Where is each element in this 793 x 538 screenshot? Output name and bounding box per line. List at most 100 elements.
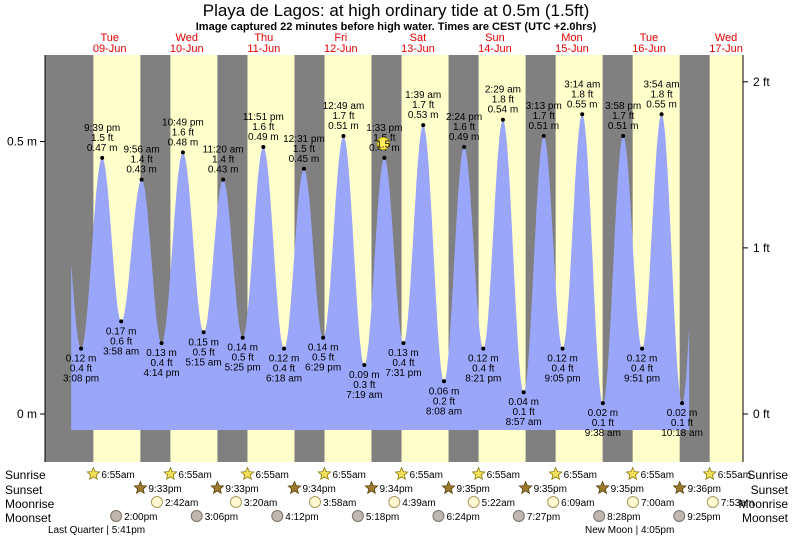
low-tide-point [481, 346, 486, 351]
day-date-label: 12-Jun [324, 43, 358, 55]
chart-subtitle: Image captured 22 minutes before high wa… [196, 21, 597, 33]
right-tick-label: 1 ft [753, 241, 770, 255]
tide-curve [71, 114, 690, 431]
right-tick-label: 2 ft [753, 75, 770, 89]
day-date-label: 11-Jun [247, 43, 280, 55]
sunrise-icon [702, 466, 717, 481]
moonset-icon [593, 510, 606, 522]
tide-time-label: 3:14 am [564, 79, 600, 90]
moonset-row-label-right: Moonset [742, 511, 789, 525]
low-tide-point [79, 346, 84, 351]
tide-feet-label: 0.3 ft [353, 380, 375, 391]
daylight-band [709, 55, 743, 462]
low-tide-point [282, 346, 287, 351]
tide-metres-label: 0.47 m [87, 143, 118, 154]
tide-metres-label: 0.14 m [308, 343, 339, 354]
day-date-label: 09-Jun [93, 43, 127, 55]
tide-time-label: 9:56 am [124, 145, 160, 156]
moonset-time: 8:28pm [607, 512, 640, 523]
moonrise-time: 5:22am [482, 498, 515, 509]
tide-area [71, 114, 690, 431]
tide-metres-label: 0.14 m [227, 343, 258, 354]
moonrise-time: 7:00am [641, 498, 674, 509]
day-date-label: 15-Jun [555, 43, 589, 55]
moonrise-time: 3:20am [244, 498, 277, 509]
sun-moon-rows: Sunrise Sunset Moonrise Moonset Sunrise … [5, 468, 789, 525]
sunrise-time: 6:55am [101, 470, 134, 481]
sunset-time: 9:33pm [225, 484, 258, 495]
tide-metres-label: 0.12 m [66, 354, 97, 365]
tide-feet-label: 0.5 ft [312, 353, 334, 364]
day-weekday-label: Wed [176, 32, 198, 44]
high-tide-point [621, 134, 626, 139]
tide-time-label: 3:13 pm [526, 101, 562, 112]
current-level-marker [376, 137, 390, 150]
low-tide-point [640, 346, 645, 351]
sunset-time: 9:35pm [611, 484, 644, 495]
sunset-time: 9:36pm [688, 484, 721, 495]
tide-time-label: 1:33 pm [366, 123, 402, 134]
day-weekday-label: Fri [334, 32, 347, 44]
low-tide-point [362, 362, 367, 367]
high-tide-point [382, 155, 387, 160]
tide-time-label: 12:31 pm [283, 134, 325, 145]
tide-feet-label: 1.5 ft [91, 133, 113, 144]
tide-time-label: 5:25 pm [225, 363, 261, 374]
moonset-time: 4:12pm [285, 512, 318, 523]
moonrise-row-label-left: Moonrise [5, 497, 55, 511]
day-date-label: 14-Jun [478, 43, 512, 55]
tide-feet-label: 1.6 ft [252, 122, 274, 133]
sunset-icon [133, 480, 148, 495]
tide-time-label: 2:29 am [485, 85, 521, 96]
tide-metres-label: 0.43 m [126, 165, 157, 176]
left-tick-label: 0.5 m [7, 135, 37, 149]
low-tide-point [442, 379, 447, 384]
moonset-row-label-left: Moonset [5, 511, 52, 525]
tide-feet-label: 0.4 ft [392, 358, 414, 369]
moon-phase-label: New Moon | 4:05pm [585, 525, 674, 536]
high-tide-point [500, 117, 505, 122]
tide-feet-label: 0.4 ft [631, 364, 653, 375]
moonset-time: 7:27pm [527, 512, 560, 523]
sunrise-row-label-left: Sunrise [5, 468, 46, 482]
moonrise-icon [547, 496, 560, 508]
tide-metres-label: 0.02 m [667, 408, 698, 419]
sunset-icon [441, 480, 456, 495]
sunrise-time: 6:55am [564, 470, 597, 481]
tide-feet-label: 1.6 ft [172, 127, 194, 138]
tide-time-label: 3:54 am [643, 79, 679, 90]
tide-time-label: 10:18 am [661, 428, 703, 439]
sunset-icon [672, 480, 687, 495]
low-tide-point [119, 319, 124, 324]
tide-metres-label: 0.17 m [106, 326, 137, 337]
day-weekday-label: Thu [254, 32, 273, 44]
moonset-icon [190, 510, 203, 522]
day-weekday-label: Mon [561, 32, 582, 44]
left-tick-label: 0 m [17, 407, 37, 421]
moonset-time: 5:18pm [366, 512, 399, 523]
tide-feet-label: 1.8 ft [571, 89, 593, 100]
high-tide-point [341, 134, 346, 139]
tide-feet-label: 0.2 ft [433, 396, 455, 407]
day-weekday-label: Tue [100, 32, 119, 44]
tide-metres-label: 0.54 m [488, 105, 519, 116]
sunrise-icon [317, 466, 332, 481]
low-tide-point [521, 390, 526, 395]
sunrise-icon [394, 466, 409, 481]
tide-feet-label: 1.4 ft [130, 155, 152, 166]
tide-metres-label: 0.13 m [146, 348, 177, 359]
tide-metres-label: 0.04 m [508, 397, 539, 408]
moonrise-time: 2:42am [165, 498, 198, 509]
tide-feet-label: 0.5 ft [193, 347, 215, 358]
moonset-time: 3:06pm [205, 512, 238, 523]
moonrise-icon [706, 496, 719, 508]
tide-metres-label: 0.06 m [429, 386, 460, 397]
sunset-time: 9:35pm [457, 484, 490, 495]
sunrise-icon [163, 466, 178, 481]
day-weekday-label: Tue [640, 32, 659, 44]
sunrise-time: 6:55am [487, 470, 520, 481]
tide-metres-label: 0.53 m [408, 110, 439, 121]
tide-metres-label: 0.15 m [188, 337, 219, 348]
tide-time-label: 11:20 am [203, 145, 244, 156]
